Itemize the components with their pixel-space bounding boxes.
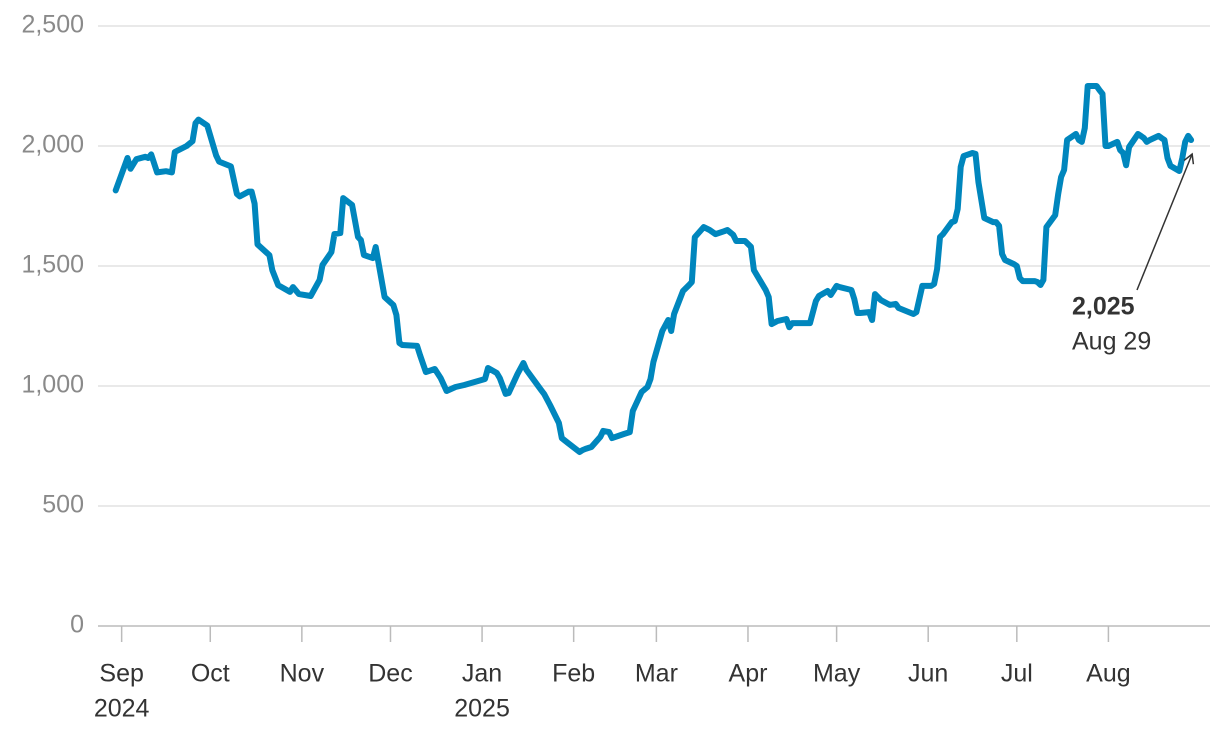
x-tick-label: Jan	[462, 660, 502, 688]
y-tick-label: 2,500	[21, 11, 84, 39]
y-tick-label: 0	[70, 611, 84, 639]
x-tick-year: 2024	[94, 695, 150, 723]
line	[112, 83, 1195, 455]
x-tick-label: May	[813, 660, 861, 688]
x-tick-label: Aug	[1086, 660, 1130, 688]
x-tick-label: Dec	[368, 660, 412, 688]
x-tick-label: Nov	[280, 660, 325, 688]
y-tick-label: 1,500	[21, 251, 84, 279]
y-tick-label: 500	[42, 491, 84, 519]
x-tick-label: Mar	[635, 660, 678, 688]
x-tick-label: Jun	[908, 660, 948, 688]
x-tick-year: 2025	[454, 695, 510, 723]
annotation-date: Aug 29	[1072, 328, 1151, 356]
x-tick-label: Apr	[729, 660, 768, 688]
y-tick-label: 2,000	[21, 131, 84, 159]
x-tick-label: Sep	[99, 660, 143, 688]
annotation-value: 2,025	[1072, 293, 1135, 321]
x-tick-label: Feb	[552, 660, 595, 688]
annotation-arrow	[1136, 152, 1195, 291]
x-tick-label: Oct	[191, 660, 230, 688]
y-tick-label: 1,000	[21, 371, 84, 399]
x-tick-label: Jul	[1001, 660, 1033, 688]
